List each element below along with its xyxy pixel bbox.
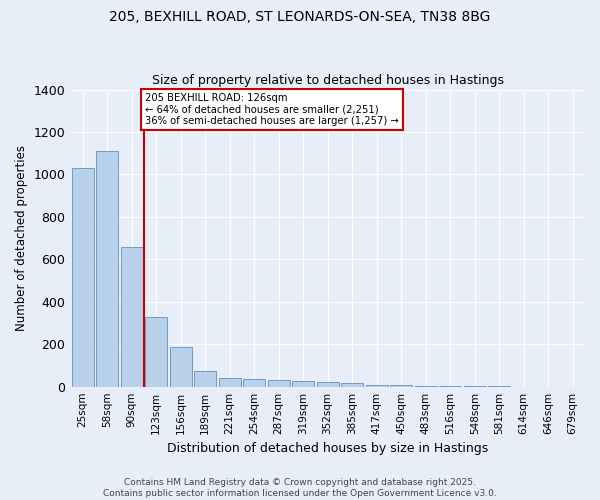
Title: Size of property relative to detached houses in Hastings: Size of property relative to detached ho…: [152, 74, 503, 87]
Bar: [170, 348, 191, 387]
Text: 205, BEXHILL ROAD, ST LEONARDS-ON-SEA, TN38 8BG: 205, BEXHILL ROAD, ST LEONARDS-ON-SEA, T…: [109, 10, 491, 24]
Bar: [194, 371, 216, 386]
Bar: [145, 316, 167, 386]
Bar: [365, 384, 388, 386]
Y-axis label: Number of detached properties: Number of detached properties: [15, 145, 28, 331]
Bar: [268, 380, 290, 386]
Bar: [96, 151, 118, 386]
Bar: [341, 384, 363, 386]
Text: Contains HM Land Registry data © Crown copyright and database right 2025.
Contai: Contains HM Land Registry data © Crown c…: [103, 478, 497, 498]
X-axis label: Distribution of detached houses by size in Hastings: Distribution of detached houses by size …: [167, 442, 488, 455]
Bar: [243, 380, 265, 386]
Text: 205 BEXHILL ROAD: 126sqm
← 64% of detached houses are smaller (2,251)
36% of sem: 205 BEXHILL ROAD: 126sqm ← 64% of detach…: [145, 92, 399, 126]
Bar: [390, 385, 412, 386]
Bar: [218, 378, 241, 386]
Bar: [317, 382, 338, 386]
Bar: [121, 246, 143, 386]
Bar: [292, 382, 314, 386]
Bar: [71, 168, 94, 386]
